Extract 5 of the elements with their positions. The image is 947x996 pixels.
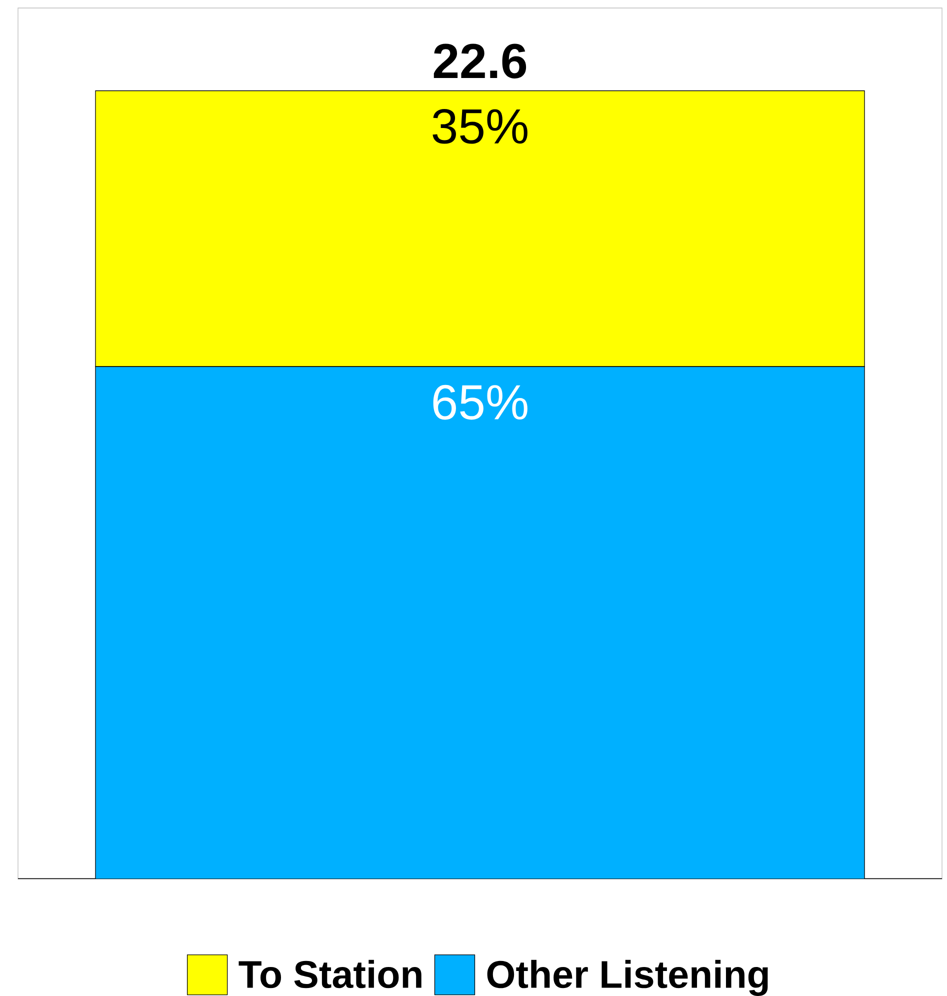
text: 22.6	[434, 44, 526, 78]
legend-label: Other Listening	[487, 960, 768, 996]
data-label: 65%	[433, 384, 528, 420]
legend-label: To Station	[238, 960, 422, 988]
data-label: 35%	[432, 109, 528, 144]
